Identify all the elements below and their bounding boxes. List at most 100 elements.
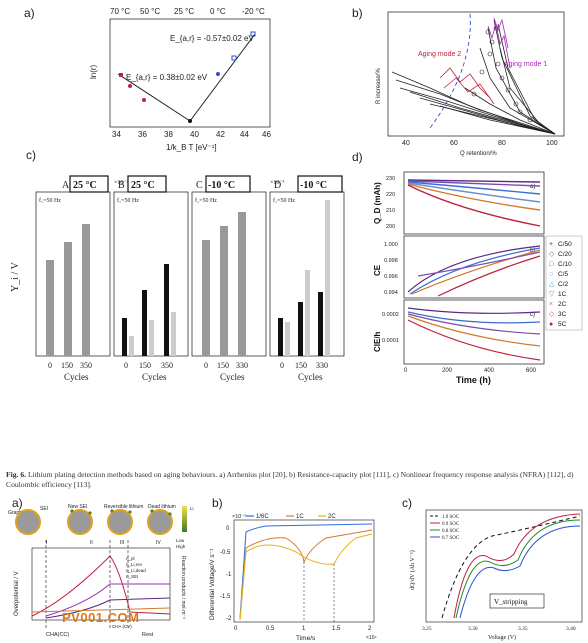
svg-text:150: 150 [139, 361, 151, 370]
x-axis-label: Time (h) [456, 375, 491, 385]
svg-text:f₁=50 Hz: f₁=50 Hz [117, 197, 139, 204]
x-tick: 36 [138, 130, 147, 139]
svg-text:0.998: 0.998 [384, 258, 398, 264]
svg-text:0.9 SOC: 0.9 SOC [442, 522, 460, 527]
x-axis-label: Cycles [64, 372, 89, 382]
svg-text:Low: Low [176, 538, 185, 543]
svg-text:×10⁻⁵: ×10⁻⁵ [232, 513, 247, 520]
subpanel-A: A 25 °C f₁=50 Hz 0 150 350 [35, 175, 111, 370]
svg-text:CIE/h: CIE/h [373, 331, 382, 352]
x-tick: 34 [112, 130, 121, 139]
svg-text:◇: ◇ [549, 251, 555, 258]
y-axis-label: Y_i / V [10, 261, 21, 292]
x-axis-label: Cycles [298, 372, 323, 382]
svg-text:×10⁻²: ×10⁻² [114, 180, 129, 186]
svg-text:Dead lithium: Dead lithium [148, 504, 176, 510]
top-tick: 25 °C [174, 7, 194, 16]
svg-text:1.000: 1.000 [384, 242, 398, 248]
svg-text:f₁=50 Hz: f₁=50 Hz [39, 197, 61, 204]
svg-text:350: 350 [80, 361, 92, 370]
svg-text:Overpotential / V: Overpotential / V [14, 571, 20, 616]
top-tick: 50 °C [140, 7, 160, 16]
legend: + C/50 ◇ C/20 □ C/10 ○ C/5 △ C/2 ▽ 1C × 2C ◇ 3C … [545, 235, 583, 331]
x-axis-label: Q retention/% [460, 151, 497, 157]
svg-text:C/10: C/10 [558, 261, 572, 268]
svg-text:0: 0 [204, 361, 208, 370]
svg-text:b): b) [530, 248, 535, 254]
top-tick: 70 °C [110, 7, 130, 16]
arrhenius-plot: 70 °C 50 °C 25 °C 0 °C -20 °C E_{a,r} = … [90, 7, 271, 152]
svg-text:η_pl: η_pl [126, 556, 135, 561]
x-tick: 44 [240, 130, 249, 139]
x-tick: 100 [546, 140, 558, 147]
data-point [188, 119, 192, 123]
svg-text:1C: 1C [558, 291, 567, 298]
svg-text:f₁=50 Hz: f₁=50 Hz [195, 197, 217, 204]
svg-text:C/20: C/20 [558, 251, 572, 258]
svg-text:Graphite: Graphite [8, 510, 27, 516]
svg-text:0.8 SOC: 0.8 SOC [442, 529, 460, 534]
svg-text:0.994: 0.994 [384, 290, 398, 296]
data-point [231, 55, 237, 61]
annotation: E_{a,r} = -0.57±0.02 eV [170, 34, 254, 43]
svg-text:×10⁴: ×10⁴ [366, 635, 377, 641]
svg-text:C: C [196, 180, 203, 191]
svg-text:IV: IV [156, 540, 161, 546]
data-point [128, 84, 132, 88]
svg-text:I: I [46, 540, 47, 546]
svg-text:Rest: Rest [142, 632, 154, 638]
svg-text:-1.5: -1.5 [220, 594, 231, 600]
nfra-bar-plots: Y_i / V A 25 °C f₁=50 Hz 0 150 350 B ×10… [10, 175, 345, 382]
svg-text:400: 400 [484, 368, 495, 374]
svg-text:High: High [176, 544, 186, 549]
svg-text:Li: Li [190, 506, 194, 511]
svg-text:Q_D (mAh): Q_D (mAh) [373, 182, 382, 224]
svg-text:△: △ [549, 281, 555, 288]
annotation: Aging mode 2 [418, 51, 461, 58]
x-axis-label: 1/k_B T [eV⁻¹] [166, 143, 217, 152]
x-tick: 80 [498, 140, 506, 147]
svg-text:1.5: 1.5 [332, 626, 341, 632]
svg-text:0.0001: 0.0001 [382, 338, 399, 344]
svg-text:200: 200 [386, 224, 395, 230]
x-axis-label: Time/s [296, 635, 316, 642]
svg-text:220: 220 [386, 192, 395, 198]
svg-text:3.40: 3.40 [566, 626, 576, 632]
svg-text:A: A [62, 180, 70, 191]
svg-text:0: 0 [404, 368, 408, 374]
svg-text:Reversible lithium: Reversible lithium [104, 504, 143, 510]
svg-text:25 °C: 25 °C [73, 180, 97, 191]
subpanel-C: C -10 °C f₁=50 Hz 0 150 330 [191, 175, 267, 370]
svg-text:0: 0 [48, 361, 52, 370]
svg-text:150: 150 [295, 361, 307, 370]
annotation: E_{a,r} = 0.38±0.02 eV [126, 73, 208, 82]
svg-text:III: III [120, 540, 124, 546]
x-tick: 46 [262, 130, 271, 139]
data-point [142, 98, 146, 102]
svg-text:0.0002: 0.0002 [382, 312, 399, 318]
svg-text:210: 210 [386, 208, 395, 214]
x-tick: 42 [216, 130, 225, 139]
svg-text:2C: 2C [328, 514, 336, 520]
svg-text:2C: 2C [558, 301, 567, 308]
svg-text:II: II [90, 540, 93, 546]
annotation: Aging mode 1 [504, 61, 547, 68]
svg-text:230: 230 [386, 176, 395, 182]
svg-text:-10 °C: -10 °C [208, 180, 235, 191]
dqdv-plot: 1.0 SOC 0.9 SOC 0.8 SOC 0.7 SOC V_stripp… [409, 509, 583, 641]
svg-text:a): a) [530, 184, 535, 190]
coulombic-efficiency-plot: Q_D (mAh) CE CIE/h 230 220 210 200 1.000… [373, 171, 583, 385]
data-point [250, 31, 256, 37]
svg-text:◇: ◇ [549, 311, 555, 318]
svg-text:0.7 SOC: 0.7 SOC [442, 536, 460, 541]
panel-label-b: b) [352, 6, 363, 20]
x-axis-label: Cycles [220, 372, 245, 382]
watermark-logo: PV001.COM [62, 610, 140, 625]
overpotential-schematic: Graphite SEI New SEI Reversible lithium … [8, 504, 194, 638]
svg-text:New SEI: New SEI [68, 504, 87, 510]
panel-label-c2: c) [402, 496, 412, 510]
svg-text:×: × [549, 301, 553, 308]
svg-text:0.5: 0.5 [266, 626, 275, 632]
top-tick: -20 °C [242, 7, 265, 16]
svg-text:n_SEI: n_SEI [126, 574, 138, 579]
